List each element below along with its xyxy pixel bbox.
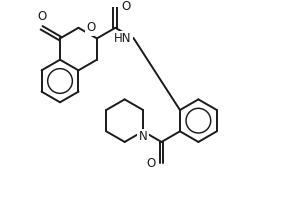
Text: O: O bbox=[37, 10, 46, 23]
Text: O: O bbox=[121, 0, 130, 13]
Text: O: O bbox=[86, 21, 95, 34]
Text: N: N bbox=[139, 130, 147, 143]
Text: HN: HN bbox=[114, 32, 132, 45]
Text: O: O bbox=[146, 157, 156, 170]
